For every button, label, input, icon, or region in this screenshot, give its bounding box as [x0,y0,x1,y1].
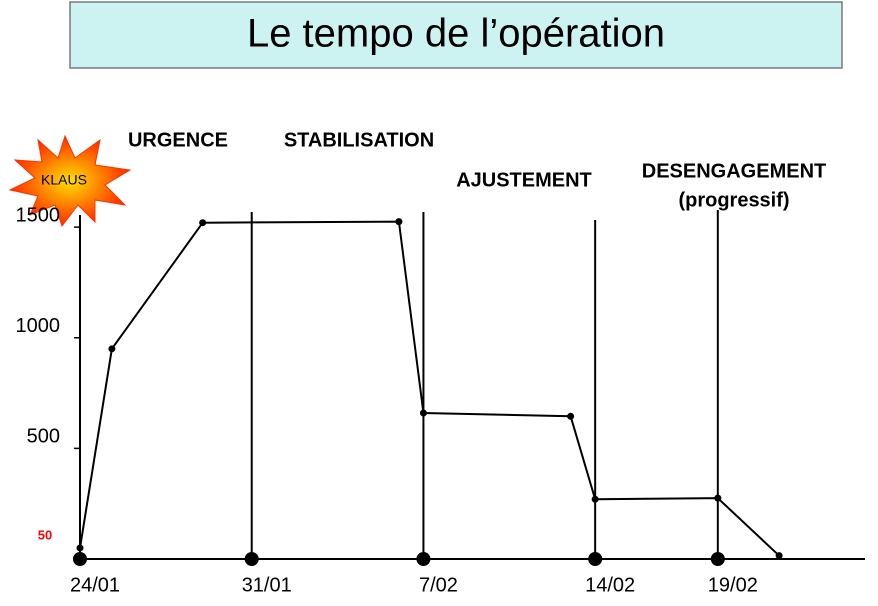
x-tick-label: 7/02 [419,574,458,596]
phase-label: URGENCE [128,129,228,151]
data-point [775,552,783,560]
x-tick-label: 19/02 [708,574,758,596]
data-point [591,495,599,503]
burst-label: KLAUS [41,172,87,188]
data-point [714,494,722,502]
klaus-burst [8,134,132,228]
data-line [79,220,780,557]
x-tick-dot [710,552,725,566]
x-tick-label: 24/01 [70,574,120,596]
y-tick-label: 1000 [16,315,61,337]
x-tick-dot [73,552,87,566]
phase-label: DESENGAGEMENT [642,160,826,182]
x-tick-dot [244,552,259,566]
data-point [567,412,575,420]
data-point [419,409,427,417]
y-tick-label: 1500 [16,204,61,226]
data-point [395,218,403,226]
phase-label: STABILISATION [284,129,434,151]
chart-title: Le tempo de l’opération [247,12,665,56]
value-label: 50 [38,527,52,542]
phase-label: (progressif) [678,189,789,211]
x-tick-dot [416,552,431,566]
x-tick-dot [588,552,603,566]
data-point [199,219,207,227]
phase-label: AJUSTEMENT [456,169,592,191]
title-box [69,1,843,69]
y-tick-label: 500 [27,426,60,448]
data-point [108,345,116,353]
data-point [76,544,84,552]
x-tick-label: 31/01 [242,574,292,596]
x-tick-label: 14/02 [585,574,635,596]
